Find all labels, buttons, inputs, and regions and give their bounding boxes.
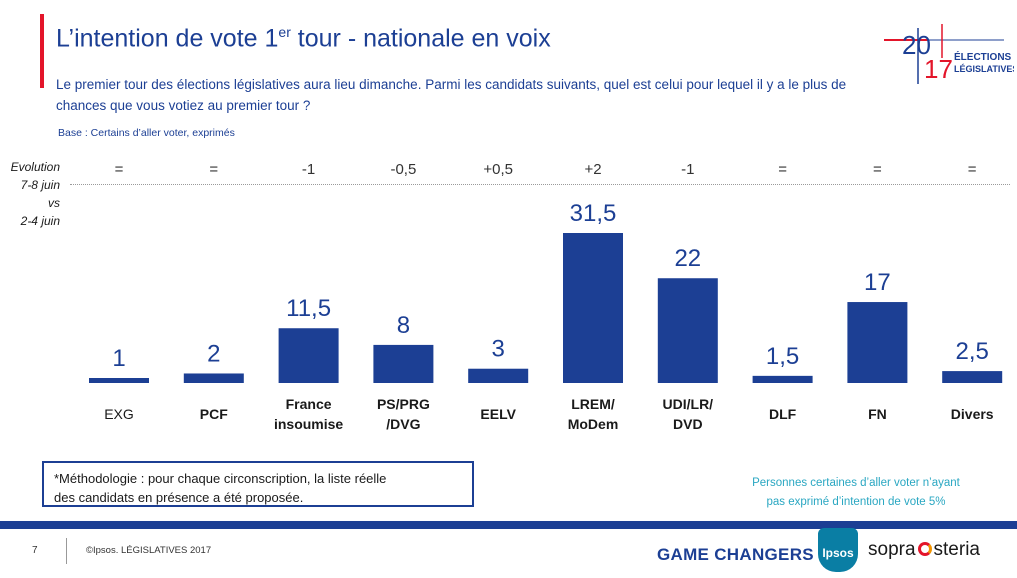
data-label: 8 (397, 312, 410, 339)
sopra-steria-mark-icon (917, 542, 932, 556)
non-expressed-note: Personnes certaines d’aller voter n’ayan… (752, 477, 960, 508)
evolution-value: +0,5 (483, 161, 513, 178)
title-accent-bar (40, 14, 44, 88)
game-changers-logo: GAME CHANGERS (657, 545, 814, 564)
category-label: DLF (769, 406, 797, 422)
category-label-line: UDI/LR/ (663, 396, 714, 412)
category-label: Divers (951, 406, 994, 422)
evolution-row: = = -1 -0,5 +0,5 +2 -1 = = = (0, 161, 1017, 181)
data-label: 22 (674, 245, 701, 272)
category-label-line: PS/PRG (377, 396, 430, 412)
evolution-value: +2 (584, 161, 602, 178)
bar (657, 278, 718, 383)
survey-question: Le premier tour des élections législativ… (56, 77, 847, 113)
bar (278, 328, 339, 383)
bar (752, 375, 813, 383)
evolution-value: -1 (301, 161, 316, 178)
data-label: 1 (112, 345, 125, 372)
category-label-line: /DVG (386, 416, 420, 432)
svg-text:ÉLECTIONS: ÉLECTIONS (954, 50, 1012, 63)
category-label-line: DLF (769, 406, 797, 422)
svg-text:20: 20 (902, 30, 931, 60)
bar (468, 368, 529, 383)
bar (183, 373, 244, 383)
category-label-line: EXG (104, 406, 134, 422)
evolution-value: = (873, 161, 882, 178)
evolution-value: = (209, 161, 219, 178)
category-label-line: EELV (480, 406, 516, 422)
elections-2017-logo: 20 17 ÉLECTIONS LÉGISLATIVES (884, 24, 1014, 84)
data-label: 11,5 (286, 295, 331, 322)
category-label-line: FN (868, 406, 887, 422)
category-label-line: insoumise (274, 416, 343, 432)
data-label: 31,5 (570, 200, 617, 227)
copyright-text: ©Ipsos. LÉGISLATIVES 2017 (86, 545, 212, 556)
evolution-value: = (114, 161, 124, 178)
evolution-divider (70, 184, 1010, 185)
footer-band (0, 521, 1017, 529)
category-label: France insoumise (274, 396, 343, 432)
category-label-line: DVD (673, 416, 703, 432)
category-label-line: France (286, 396, 332, 412)
data-label: 3 (492, 336, 505, 363)
evolution-label: Evolution 7-8 juin vs 2-4 juin (10, 160, 60, 228)
base-note: Base : Certains d’aller voter, exprimés (58, 127, 235, 139)
category-label: UDI/LR/DVD (663, 396, 714, 432)
category-label: EELV (480, 406, 516, 422)
page-number: 7 (32, 545, 38, 556)
bar (942, 371, 1003, 383)
svg-text:LÉGISLATIVES: LÉGISLATIVES (954, 64, 1014, 74)
category-label-line: Divers (951, 406, 994, 422)
bar (847, 302, 908, 383)
category-label: LREM/MoDem (568, 396, 619, 432)
data-label: 2 (207, 340, 220, 367)
vote-intention-bar-chart: 1 EXG 2 PCF 11,5 France insoumise 8 PS/PRG/DVG 3 E… (89, 200, 1003, 432)
data-label: 17 (864, 269, 891, 296)
methodology-note: *Méthodologie : pour chaque circonscript… (42, 461, 474, 507)
data-label: 1,5 (766, 343, 799, 370)
bar (563, 233, 623, 383)
evolution-value: = (778, 161, 787, 178)
category-label-line: PCF (200, 406, 228, 422)
evolution-value: -1 (681, 161, 695, 178)
page-title: L’intention de vote 1er tour - nationale… (56, 24, 551, 53)
data-label: 2,5 (956, 338, 989, 365)
evolution-value: = (967, 161, 977, 178)
category-label: EXG (104, 406, 134, 422)
category-label: PCF (200, 406, 228, 422)
svg-text:17: 17 (924, 54, 953, 84)
bar (373, 344, 434, 383)
category-label-line: MoDem (568, 416, 619, 432)
sopra-steria-logo: sopra steria (868, 539, 980, 560)
evolution-value: -0,5 (390, 161, 417, 178)
footer-separator (66, 538, 67, 564)
ipsos-logo: Ipsos (818, 528, 858, 572)
category-label-line: LREM/ (571, 396, 615, 412)
bar (89, 378, 149, 383)
category-label: FN (868, 406, 887, 422)
category-label: PS/PRG/DVG (377, 396, 430, 432)
